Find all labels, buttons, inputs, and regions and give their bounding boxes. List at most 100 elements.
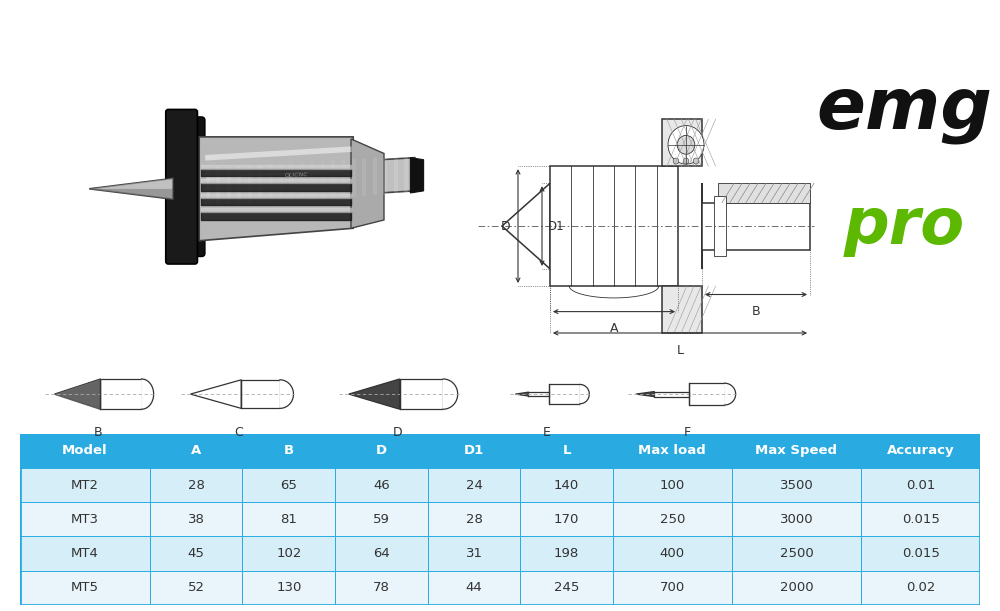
Polygon shape — [636, 392, 654, 397]
Bar — [861, 468, 980, 502]
Polygon shape — [410, 158, 424, 193]
Text: 100: 100 — [660, 478, 685, 492]
Circle shape — [673, 158, 679, 164]
Bar — [718, 183, 810, 203]
Text: D: D — [501, 219, 511, 233]
Text: B: B — [284, 444, 294, 458]
Bar — [428, 434, 520, 468]
Text: 45: 45 — [188, 547, 205, 560]
FancyBboxPatch shape — [174, 117, 205, 257]
FancyBboxPatch shape — [166, 109, 197, 264]
Text: 31: 31 — [466, 547, 483, 560]
Polygon shape — [689, 383, 725, 405]
Polygon shape — [190, 380, 241, 408]
Text: 400: 400 — [660, 547, 685, 560]
Text: D: D — [376, 444, 387, 458]
Text: 59: 59 — [373, 513, 390, 526]
Text: MT4: MT4 — [71, 547, 99, 560]
Bar — [242, 434, 335, 468]
Text: 198: 198 — [554, 547, 579, 560]
Circle shape — [677, 136, 695, 154]
Text: 28: 28 — [466, 513, 482, 526]
Bar — [714, 196, 726, 256]
Text: D1: D1 — [464, 444, 484, 458]
Bar — [20, 571, 150, 605]
Polygon shape — [549, 384, 580, 404]
Bar — [242, 536, 335, 571]
Text: MT3: MT3 — [71, 513, 99, 526]
Bar — [732, 536, 861, 571]
Text: A: A — [191, 444, 201, 458]
Bar — [520, 571, 613, 605]
Text: L: L — [562, 444, 571, 458]
Bar — [20, 434, 150, 468]
Text: 2000: 2000 — [780, 581, 813, 595]
Text: B: B — [752, 305, 760, 318]
Text: 3000: 3000 — [780, 513, 813, 526]
Text: Model: Model — [62, 444, 108, 458]
Bar — [335, 434, 428, 468]
Text: emg: emg — [816, 76, 992, 144]
Bar — [20, 468, 150, 502]
Bar — [861, 536, 980, 571]
Text: L: L — [677, 343, 684, 357]
Bar — [732, 434, 861, 468]
Polygon shape — [351, 139, 384, 229]
Text: 0.02: 0.02 — [906, 581, 935, 595]
Text: 44: 44 — [466, 581, 482, 595]
Text: 2500: 2500 — [780, 547, 813, 560]
Bar — [861, 434, 980, 468]
Bar — [428, 502, 520, 536]
Bar — [150, 434, 242, 468]
Text: 38: 38 — [188, 513, 205, 526]
Bar — [428, 468, 520, 502]
Polygon shape — [654, 392, 689, 397]
Bar — [861, 571, 980, 605]
Bar — [335, 468, 428, 502]
Polygon shape — [54, 379, 100, 409]
Text: Max load: Max load — [638, 444, 706, 458]
Polygon shape — [199, 137, 353, 241]
Polygon shape — [515, 392, 528, 396]
Text: A: A — [610, 323, 618, 335]
Bar — [150, 468, 242, 502]
Polygon shape — [208, 158, 415, 203]
Text: D: D — [392, 426, 402, 439]
Text: 0.015: 0.015 — [902, 547, 940, 560]
Bar — [732, 468, 861, 502]
Text: 52: 52 — [188, 581, 205, 595]
Text: 65: 65 — [280, 478, 297, 492]
Bar — [150, 502, 242, 536]
Bar — [662, 119, 702, 166]
Bar — [520, 502, 613, 536]
Text: 245: 245 — [554, 581, 579, 595]
Text: F: F — [684, 426, 691, 439]
Text: 3500: 3500 — [780, 478, 813, 492]
Bar — [150, 571, 242, 605]
Text: 0.01: 0.01 — [906, 478, 935, 492]
Bar — [428, 536, 520, 571]
Bar — [335, 571, 428, 605]
Polygon shape — [502, 183, 550, 269]
Bar — [613, 468, 732, 502]
Text: 0.015: 0.015 — [902, 513, 940, 526]
Circle shape — [693, 158, 699, 164]
Bar — [613, 502, 732, 536]
Bar — [861, 502, 980, 536]
Polygon shape — [89, 178, 173, 199]
Text: 81: 81 — [280, 513, 297, 526]
Bar — [520, 468, 613, 502]
Bar — [335, 502, 428, 536]
Bar — [732, 571, 861, 605]
Polygon shape — [89, 178, 173, 189]
Bar — [613, 536, 732, 571]
Text: 700: 700 — [660, 581, 685, 595]
Polygon shape — [349, 379, 400, 409]
Text: E: E — [543, 426, 551, 439]
Circle shape — [668, 126, 704, 164]
Circle shape — [683, 158, 689, 164]
Bar — [520, 536, 613, 571]
Text: C: C — [234, 426, 243, 439]
Bar — [662, 286, 702, 333]
Polygon shape — [241, 380, 280, 408]
